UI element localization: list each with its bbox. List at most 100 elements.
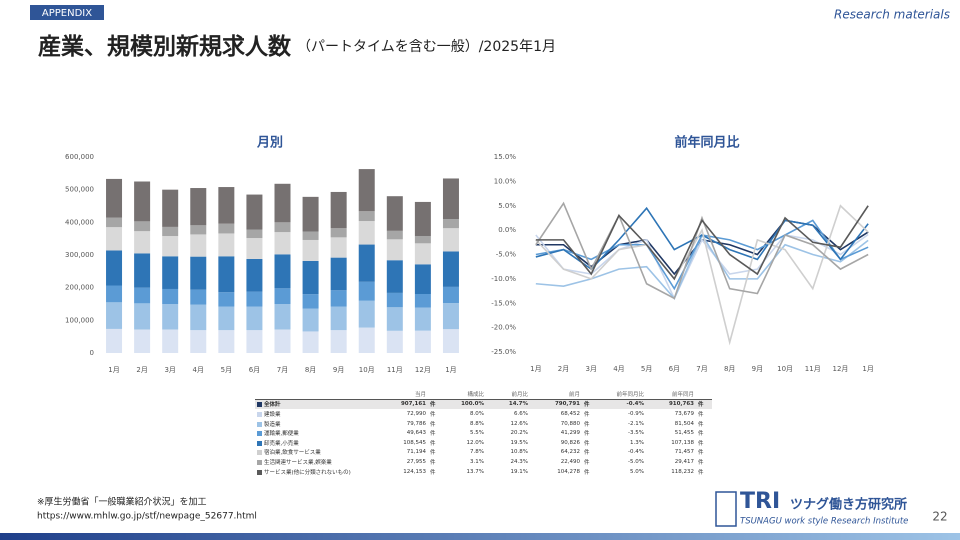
bar-segment [162,288,179,304]
legend-swatch [257,421,262,427]
cell: 6.6% [514,410,528,417]
cell: 79,786 [406,420,426,427]
bar-segment [358,211,375,222]
bar-segment [330,191,347,229]
unit: 件 [430,440,436,447]
bar-segment [106,178,123,218]
cell: 19.5% [510,439,528,446]
table-row: 卸売業,小売業 108,545 件 12.0% 19.5% 90,826 件 1.3% 107,… [255,438,712,448]
x-tick-label: 3月 [585,365,596,373]
legend-swatch [257,440,262,446]
cell: 118,232 [671,468,694,475]
bar-segment [386,330,403,353]
bar-segment [358,300,375,328]
cell: -5.0% [628,458,644,465]
bar-segment [106,217,123,228]
y-tick-label: 10.0% [494,177,517,185]
bar-segment [190,188,207,226]
bar-segment [106,302,123,329]
unit: 件 [430,431,436,438]
bar-segment [358,244,375,282]
title-main: 産業、規模別新規求人数 [38,33,292,60]
cell: 70,880 [560,420,580,427]
bar-segment [386,239,403,261]
bar-segment [218,223,235,234]
cell: 3.1% [470,458,484,465]
legend-swatch [257,431,262,437]
unit: 件 [698,469,704,476]
unit: 件 [698,450,704,457]
bar-segment [330,237,347,258]
cell: 910,763 [646,399,696,410]
blank [428,389,442,400]
x-tick-label: 10月 [777,365,793,373]
column-header: 当月 [370,389,428,400]
y-tick-label: -20.0% [491,324,516,332]
bar-segment [246,306,263,331]
unit: 件 [582,399,596,410]
bar-segment [190,304,207,331]
line-series [535,204,869,346]
x-tick-label: 2月 [558,365,569,373]
bar-segment [358,169,375,212]
row-label: 生活関連サービス業,娯楽業 [255,457,370,467]
y-tick-label: -5.0% [496,251,517,259]
table-row: 建設業 72,990 件 8.0% 6.6% 68,452 件 -0.9% 73,679 件 [255,409,712,419]
cell: 71,194 [406,449,426,456]
logo-name: ツナグ働き方研究所 [790,497,907,513]
cell: 7.8% [470,449,484,456]
line-series [535,201,869,300]
header-row: 当月 構成比 前月比 前月 前年同月比 前年同月 [255,389,712,400]
x-tick-label: 7月 [696,365,707,373]
legend-swatch [257,411,262,417]
x-tick-label: 3月 [164,366,175,374]
column-header: 前月比 [486,389,530,400]
unit: 件 [584,421,590,428]
cell: 8.0% [470,410,484,417]
x-tick-label: 7月 [277,366,288,374]
cell: 12.6% [510,420,528,427]
x-tick-label: 1月 [108,366,119,374]
cell: 49,643 [406,430,426,437]
blank [696,389,712,400]
unit: 件 [430,411,436,418]
x-tick-label: 1月 [862,365,873,373]
bar-segment [442,303,459,330]
url: https://www.mhlw.go.jp/stf/newpage_52677… [37,512,257,522]
cell: 27,955 [406,458,426,465]
cell: 107,138 [671,439,694,446]
legend-swatch [257,450,262,456]
title: 産業、規模別新規求人数 （パートタイムを含む一般）/2025年1月 [38,33,556,60]
bar-segment [246,229,263,239]
bar-segment [330,306,347,331]
bar-segment [302,308,319,332]
bar-segment [274,288,291,304]
y-tick-label: -25.0% [491,348,516,356]
bar-segment [414,243,431,265]
bar-segment [274,222,291,233]
cell: 10.8% [510,449,528,456]
cell: 1.3% [630,439,644,446]
bar-segment [218,233,235,257]
cell: 108,545 [403,439,426,446]
bar-segment [190,289,207,305]
cell: -2.1% [628,420,644,427]
table-row: 生活関連サービス業,娯楽業 27,955 件 3.1% 24.3% 22,490 件 -5.0… [255,457,712,467]
row-label: 運輸業,郵便業 [255,428,370,438]
tag-bg [30,5,104,20]
bar-segment [190,256,207,290]
row-label: 卸売業,小売業 [255,438,370,448]
row-label: 全体計 [255,399,370,410]
bar-segment [274,254,291,289]
x-tick-label: 1月 [530,365,541,373]
bar-segment [274,304,291,330]
column-header: 構成比 [442,389,486,400]
bar-segment [358,221,375,245]
cell: 64,232 [560,449,580,456]
line-series [535,205,869,281]
y-tick-label: 400,000 [65,218,94,226]
cell: 81,504 [674,420,694,427]
x-tick-label: 6月 [249,366,260,374]
bar-segment [302,239,319,261]
bar-segment [386,230,403,240]
